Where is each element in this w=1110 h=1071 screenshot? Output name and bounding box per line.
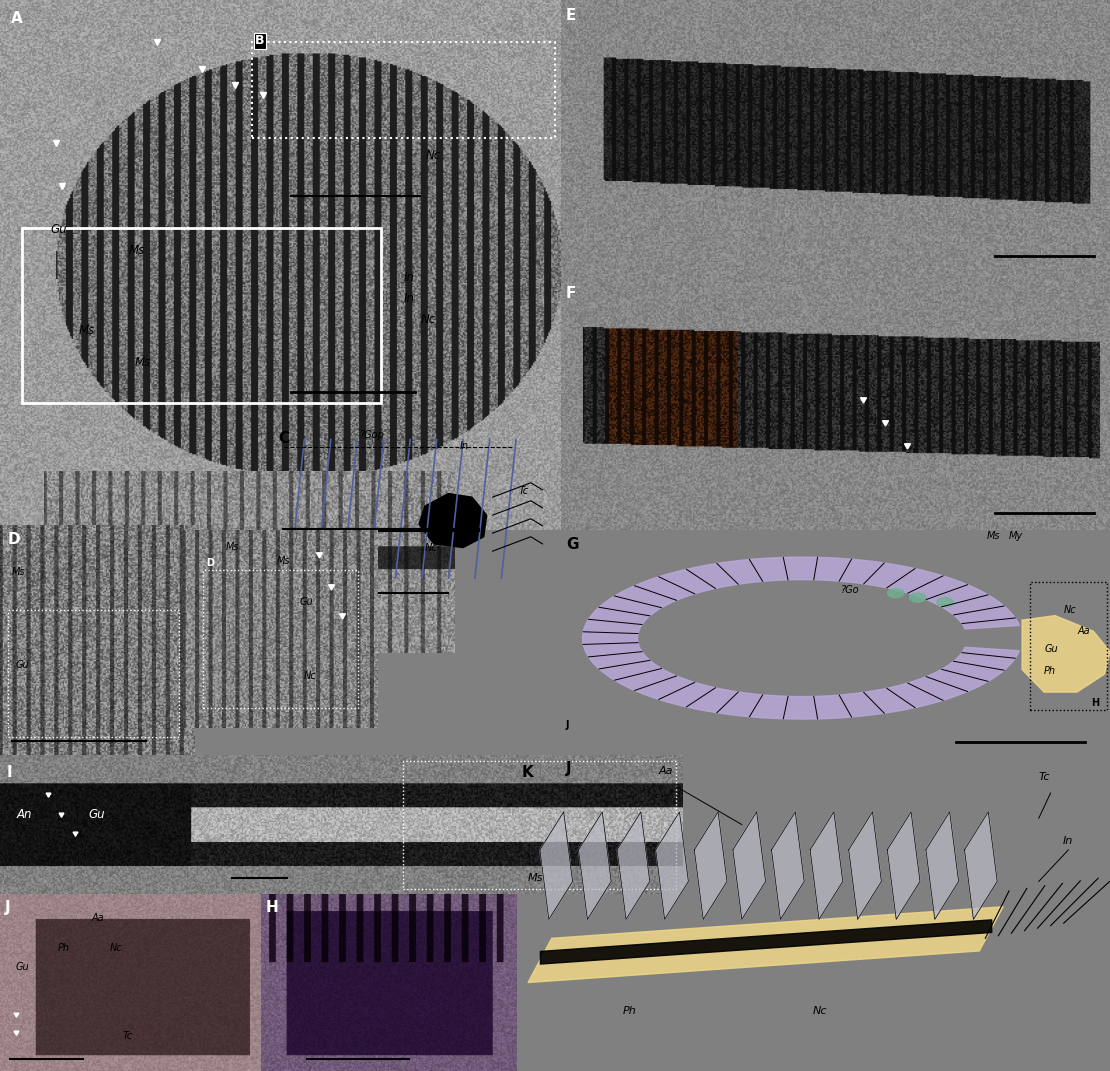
Text: Aa: Aa xyxy=(658,766,673,776)
Text: Nc: Nc xyxy=(303,670,316,681)
Text: Gu: Gu xyxy=(16,660,29,669)
Text: Ms: Ms xyxy=(354,579,367,589)
Polygon shape xyxy=(539,812,573,919)
Ellipse shape xyxy=(909,593,926,602)
Text: Gu: Gu xyxy=(1045,644,1058,653)
Text: Ms: Ms xyxy=(276,556,290,565)
Text: Ms: Ms xyxy=(528,874,544,884)
Text: Ms: Ms xyxy=(134,356,151,368)
Text: Ms: Ms xyxy=(226,542,240,552)
Text: Ms: Ms xyxy=(11,568,26,577)
Text: Tc: Tc xyxy=(122,1031,133,1041)
Polygon shape xyxy=(528,907,1003,982)
Bar xyxy=(403,760,676,889)
Ellipse shape xyxy=(937,598,953,606)
Bar xyxy=(22,228,381,403)
Polygon shape xyxy=(656,812,688,919)
Polygon shape xyxy=(887,812,920,919)
Text: J: J xyxy=(566,760,572,775)
Polygon shape xyxy=(585,577,1016,621)
Text: J: J xyxy=(566,720,569,730)
Text: H: H xyxy=(266,900,279,915)
Text: Nc: Nc xyxy=(421,314,435,327)
Text: J: J xyxy=(6,900,11,915)
Text: Ms: Ms xyxy=(79,325,94,337)
Text: Nc: Nc xyxy=(813,1006,828,1016)
Text: Ms: Ms xyxy=(987,531,1000,541)
Text: Nc: Nc xyxy=(425,543,437,553)
Text: E: E xyxy=(566,9,576,24)
Text: C: C xyxy=(278,431,289,446)
Text: F: F xyxy=(566,286,576,301)
Polygon shape xyxy=(810,812,842,919)
Polygon shape xyxy=(771,812,804,919)
Text: Gu: Gu xyxy=(300,598,313,607)
Polygon shape xyxy=(849,812,881,919)
Polygon shape xyxy=(695,812,727,919)
Bar xyxy=(252,43,555,138)
Text: ?Go: ?Go xyxy=(840,585,859,595)
Polygon shape xyxy=(1022,616,1110,692)
Text: I: I xyxy=(7,765,12,780)
Text: Nc: Nc xyxy=(1063,605,1076,616)
Text: Gu: Gu xyxy=(16,962,29,972)
Polygon shape xyxy=(965,812,997,919)
Text: Ph: Ph xyxy=(623,1006,637,1016)
Bar xyxy=(8,610,179,737)
Ellipse shape xyxy=(888,589,904,598)
Text: ?Gop: ?Gop xyxy=(360,429,385,440)
Text: Gu: Gu xyxy=(50,223,67,237)
Text: Ms: Ms xyxy=(129,244,145,257)
Text: Aa: Aa xyxy=(91,912,104,923)
Polygon shape xyxy=(420,494,486,547)
Text: Tc: Tc xyxy=(519,485,529,496)
Polygon shape xyxy=(617,812,649,919)
Polygon shape xyxy=(578,812,612,919)
Text: G: G xyxy=(566,537,578,552)
Text: A: A xyxy=(11,11,23,26)
Text: Ph: Ph xyxy=(58,942,70,953)
Text: D: D xyxy=(8,531,20,546)
Text: My: My xyxy=(1008,531,1022,541)
Text: Aa: Aa xyxy=(1077,625,1090,635)
Polygon shape xyxy=(926,812,959,919)
Text: An: An xyxy=(17,808,32,820)
Text: In: In xyxy=(461,440,470,451)
Text: Ph: Ph xyxy=(1045,666,1056,676)
Polygon shape xyxy=(583,557,1019,719)
Text: Tc: Tc xyxy=(1039,772,1050,782)
Text: D: D xyxy=(206,558,214,568)
Text: K: K xyxy=(522,765,534,780)
Text: In: In xyxy=(1062,835,1072,845)
Text: H: H xyxy=(1091,697,1099,708)
Text: Gu: Gu xyxy=(89,808,105,820)
Bar xyxy=(202,570,357,709)
Text: In: In xyxy=(404,271,415,284)
Text: Nc: Nc xyxy=(110,942,122,953)
Text: In: In xyxy=(404,292,415,305)
Text: Nc: Nc xyxy=(426,149,442,162)
Bar xyxy=(1030,582,1108,710)
Text: B: B xyxy=(255,34,264,47)
Polygon shape xyxy=(733,812,766,919)
